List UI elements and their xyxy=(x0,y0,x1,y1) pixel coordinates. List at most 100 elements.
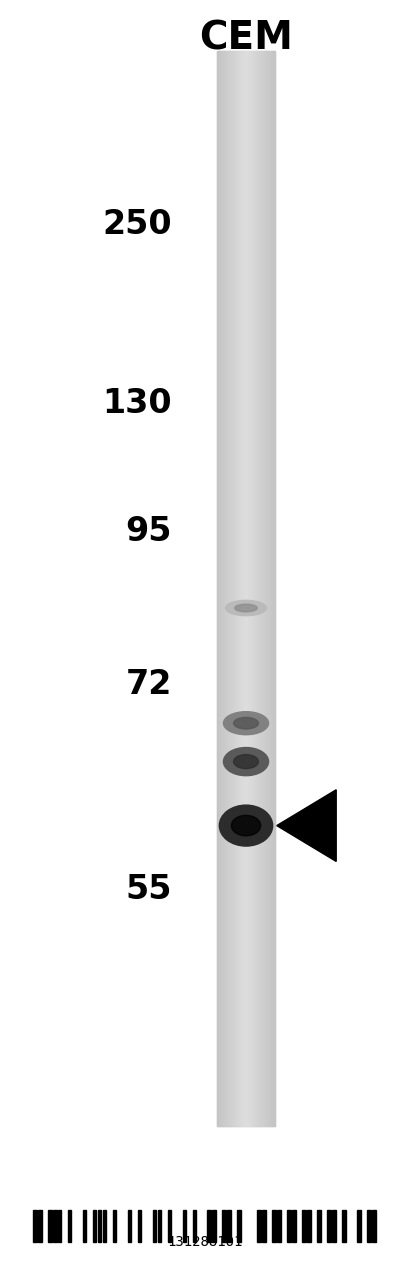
Bar xyxy=(222,1210,226,1242)
Bar xyxy=(248,51,249,1126)
Bar xyxy=(366,1210,370,1242)
Bar xyxy=(253,51,254,1126)
Bar xyxy=(273,51,274,1126)
Bar xyxy=(251,51,252,1126)
Bar xyxy=(254,51,255,1126)
Bar xyxy=(326,1210,330,1242)
Bar xyxy=(220,51,222,1126)
Bar xyxy=(217,51,218,1126)
Bar xyxy=(152,1210,156,1242)
Text: 55: 55 xyxy=(126,873,172,906)
Bar xyxy=(33,1210,36,1242)
Bar xyxy=(277,1210,281,1242)
Bar xyxy=(257,1210,261,1242)
Bar xyxy=(247,51,248,1126)
Bar xyxy=(182,1210,186,1242)
Bar xyxy=(239,51,240,1126)
Bar xyxy=(257,51,258,1126)
Bar xyxy=(265,51,266,1126)
Bar xyxy=(271,51,272,1126)
Bar xyxy=(222,51,223,1126)
Bar xyxy=(217,51,274,1126)
Ellipse shape xyxy=(233,754,258,768)
Bar xyxy=(252,51,253,1126)
Bar xyxy=(256,51,257,1126)
Bar xyxy=(272,51,273,1126)
Bar xyxy=(207,1210,211,1242)
Bar xyxy=(53,1210,56,1242)
Bar xyxy=(92,1210,96,1242)
Bar xyxy=(223,51,225,1126)
Bar xyxy=(112,1210,116,1242)
Ellipse shape xyxy=(234,604,257,612)
Bar xyxy=(227,1210,231,1242)
Bar xyxy=(212,1210,216,1242)
Bar xyxy=(307,1210,310,1242)
Text: CEM: CEM xyxy=(199,19,292,58)
Ellipse shape xyxy=(219,805,272,846)
Bar xyxy=(192,1210,196,1242)
Bar xyxy=(228,51,229,1126)
Bar xyxy=(218,51,219,1126)
Bar xyxy=(331,1210,335,1242)
Ellipse shape xyxy=(231,815,260,836)
Bar xyxy=(232,51,233,1126)
Bar xyxy=(237,51,238,1126)
Bar xyxy=(371,1210,375,1242)
Bar xyxy=(263,51,265,1126)
Bar xyxy=(342,1210,345,1242)
Bar xyxy=(262,51,263,1126)
Bar xyxy=(219,51,220,1126)
Bar xyxy=(255,51,256,1126)
Bar xyxy=(231,51,232,1126)
Text: 1312881O1: 1312881O1 xyxy=(167,1235,242,1249)
Bar xyxy=(137,1210,141,1242)
Bar xyxy=(235,51,236,1126)
Bar xyxy=(268,51,269,1126)
Bar xyxy=(157,1210,161,1242)
Bar xyxy=(287,1210,290,1242)
Bar xyxy=(67,1210,71,1242)
Bar xyxy=(83,1210,86,1242)
Bar xyxy=(167,1210,171,1242)
Bar xyxy=(301,1210,306,1242)
Bar xyxy=(240,51,242,1126)
Polygon shape xyxy=(276,790,335,861)
Bar xyxy=(261,51,262,1126)
Bar xyxy=(225,51,226,1126)
Bar xyxy=(236,51,237,1126)
Bar xyxy=(97,1210,101,1242)
Bar xyxy=(269,51,270,1126)
Bar xyxy=(243,51,245,1126)
Bar xyxy=(127,1210,131,1242)
Bar xyxy=(267,51,268,1126)
Bar xyxy=(229,51,230,1126)
Text: 72: 72 xyxy=(126,668,172,701)
Bar xyxy=(317,1210,320,1242)
Text: 95: 95 xyxy=(126,515,172,548)
Bar xyxy=(250,51,251,1126)
Ellipse shape xyxy=(233,717,258,728)
Bar xyxy=(270,51,271,1126)
Bar xyxy=(48,1210,52,1242)
Bar xyxy=(245,51,246,1126)
Bar xyxy=(259,51,260,1126)
Bar xyxy=(272,1210,275,1242)
Bar xyxy=(242,51,243,1126)
Bar xyxy=(237,1210,240,1242)
Bar xyxy=(246,51,247,1126)
Text: 250: 250 xyxy=(102,207,172,241)
Ellipse shape xyxy=(223,748,268,776)
Bar xyxy=(102,1210,106,1242)
Bar xyxy=(258,51,259,1126)
Bar xyxy=(249,51,250,1126)
Bar xyxy=(266,51,267,1126)
Ellipse shape xyxy=(225,600,266,616)
Ellipse shape xyxy=(223,712,268,735)
Bar xyxy=(58,1210,61,1242)
Text: 130: 130 xyxy=(102,387,172,420)
Bar xyxy=(262,1210,265,1242)
Bar xyxy=(227,51,228,1126)
Bar xyxy=(292,1210,295,1242)
Bar xyxy=(233,51,234,1126)
